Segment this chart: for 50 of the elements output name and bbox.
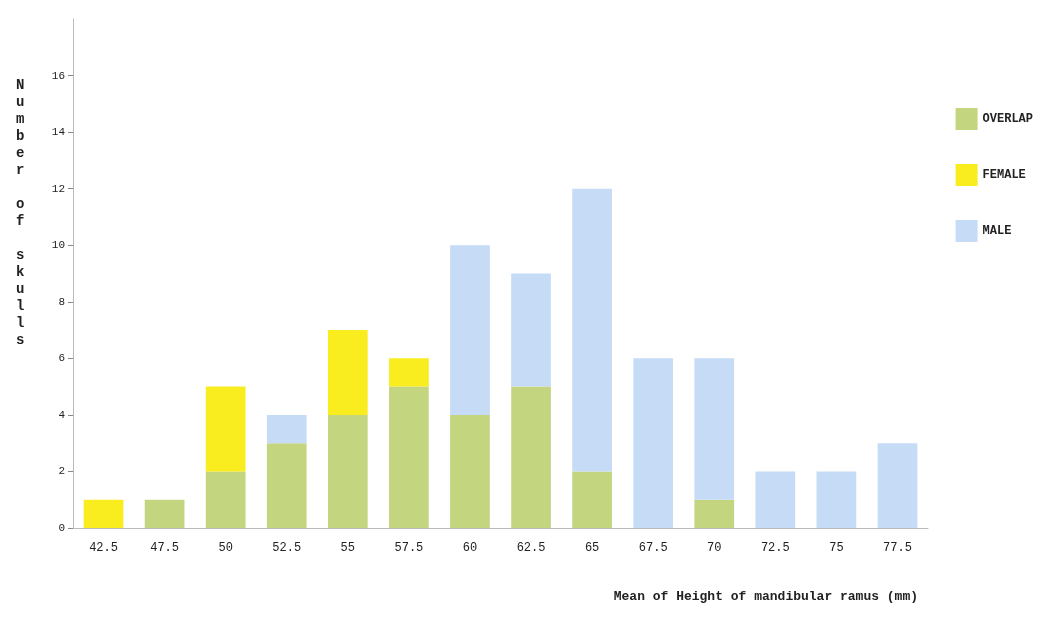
x-tick-label: 50: [218, 541, 233, 555]
bar: [450, 414, 490, 528]
legend-label: MALE: [982, 224, 1012, 238]
bar: [266, 443, 307, 528]
y-tick-label: 12: [51, 182, 65, 195]
bar: [205, 386, 246, 472]
y-tick-label: 16: [51, 69, 65, 82]
bar: [266, 414, 307, 444]
y-tick-label: 4: [58, 408, 66, 421]
x-tick-label: 65: [584, 541, 600, 555]
bar: [877, 443, 918, 528]
y-tick-label: 2: [58, 465, 65, 478]
x-tick-label: 77.5: [883, 541, 912, 555]
bar: [327, 330, 368, 415]
bar: [633, 358, 674, 528]
x-tick-label: 67.5: [638, 541, 668, 555]
x-tick-label: 57.5: [394, 541, 424, 555]
x-tick-label: 70: [707, 541, 722, 555]
bar: [389, 386, 429, 528]
x-tick-label: 60: [462, 541, 478, 555]
bar: [694, 499, 735, 528]
y-tick-label: 14: [51, 126, 66, 139]
legend-label: OVERLAP: [982, 112, 1034, 126]
bar: [511, 273, 551, 387]
x-tick-label: 55: [340, 541, 356, 555]
bar: [511, 386, 551, 528]
x-tick-label: 72.5: [760, 541, 790, 555]
x-tick-label: 62.5: [516, 541, 546, 555]
x-tick-label: 47.5: [150, 541, 180, 555]
bar: [144, 499, 185, 528]
bar: [389, 358, 429, 387]
x-tick-label: 52.5: [272, 541, 302, 555]
text: Number of skulls: [16, 76, 25, 348]
x-tick-label: 75: [829, 541, 844, 555]
bar: [450, 245, 490, 415]
legend-label: FEMALE: [982, 168, 1026, 182]
bar: [572, 188, 612, 472]
y-tick-label: 6: [58, 352, 65, 365]
bar: [816, 471, 857, 528]
x-tick-label: 42.5: [89, 541, 118, 555]
x-axis-title: Mean of Height of mandibular ramus (mm): [613, 589, 918, 604]
y-tick-label: 0: [58, 522, 65, 534]
y-tick-label: 10: [51, 239, 65, 252]
bar: [327, 414, 368, 528]
bar: [572, 471, 612, 528]
bar: [755, 471, 796, 528]
bar: [205, 471, 246, 528]
bar: [694, 358, 735, 500]
bar: [83, 499, 124, 528]
y-tick-label: 8: [58, 295, 65, 308]
